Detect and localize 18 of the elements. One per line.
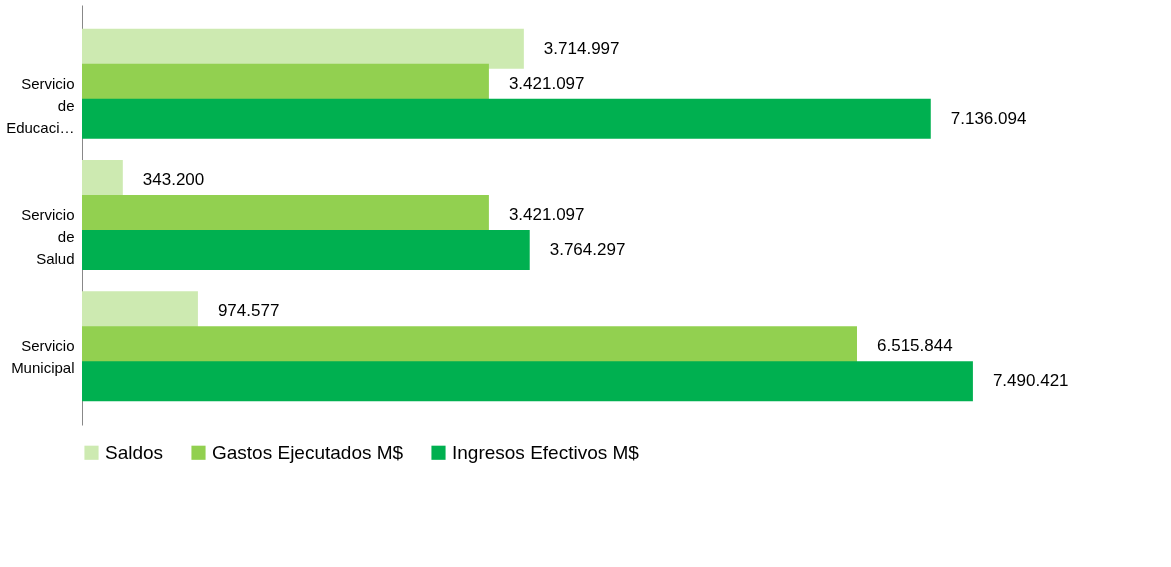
data-label: 3.421.097 (508, 205, 585, 224)
bar (82, 98, 931, 139)
y-tick-label: Servicio de Educaci… (6, 74, 75, 136)
data-label: 3.714.997 (543, 38, 620, 58)
legend-label: Gastos Ejecutados M$ (212, 441, 404, 463)
data-label: 3.421.097 (508, 73, 585, 93)
data-label: 3.764.297 (549, 240, 626, 259)
data-label: 6.515.844 (876, 336, 953, 356)
y-tick-label: Servicio Municipal (11, 337, 75, 377)
bar (82, 230, 530, 270)
data-label: 974.577 (217, 301, 280, 321)
legend-label: Saldos (105, 441, 164, 463)
y-tick-label: Servicio de Salud (21, 206, 75, 267)
data-label: 7.490.421 (992, 371, 1069, 391)
legend-label: Ingresos Efectivos M$ (452, 441, 640, 463)
data-label: 343.200 (142, 170, 205, 189)
bar (82, 361, 973, 402)
data-label: 7.136.094 (950, 108, 1027, 128)
